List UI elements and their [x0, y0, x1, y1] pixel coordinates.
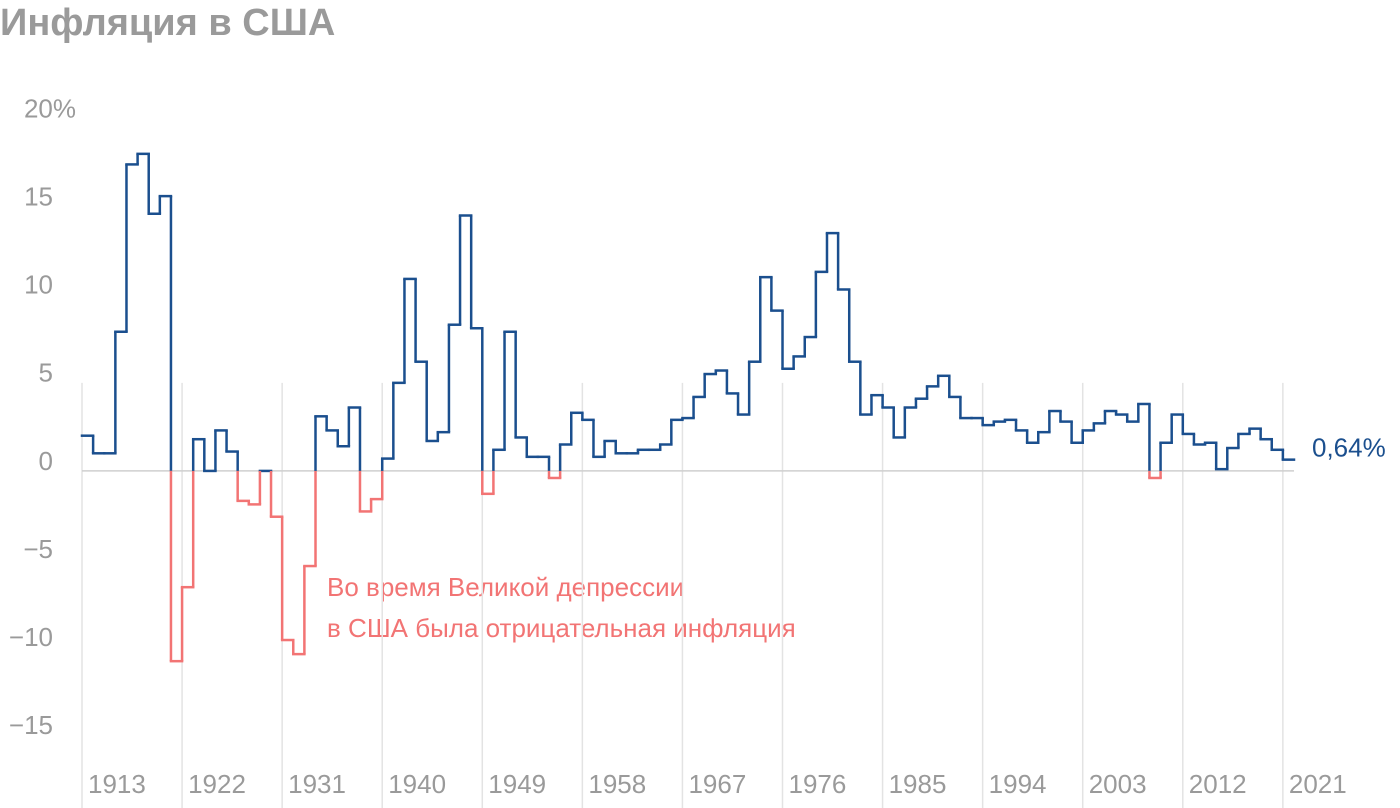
x-tick-label: 1931	[288, 769, 346, 799]
x-tick-label: 1994	[989, 769, 1047, 799]
x-tick-label: 1940	[388, 769, 446, 799]
y-tick-label: 15	[24, 182, 53, 212]
annotation: Во время Великой депрессии	[327, 572, 684, 602]
y-tick-label: 10	[24, 270, 53, 300]
value-label: 0,64%	[1312, 433, 1386, 463]
x-tick-label: 1958	[588, 769, 646, 799]
y-tick-label: −10	[9, 622, 53, 652]
y-tick-label: −15	[9, 710, 53, 740]
x-tick-label: 1976	[789, 769, 847, 799]
x-tick-label: 1913	[88, 769, 146, 799]
annotation: в США была отрицательная инфляция	[327, 613, 796, 643]
plot: 1913 1922 1931 1940 1949 1958 1967 1976 1985 1994…	[9, 93, 1386, 808]
chart-title: Инфляция в США	[0, 2, 335, 44]
y-tick-label: 5	[39, 358, 53, 388]
x-tick-label: 1967	[688, 769, 746, 799]
y-tick-label: 20%	[24, 93, 76, 123]
y-tick-label: 0	[39, 446, 53, 476]
x-tick-label: 1985	[889, 769, 947, 799]
x-tick-label: 2012	[1189, 769, 1247, 799]
x-tick-label: 1949	[488, 769, 546, 799]
x-tick-label: 2003	[1089, 769, 1147, 799]
x-tick-label: 1922	[188, 769, 246, 799]
x-tick-label: 2021	[1289, 769, 1347, 799]
y-tick-label: −5	[23, 534, 53, 564]
